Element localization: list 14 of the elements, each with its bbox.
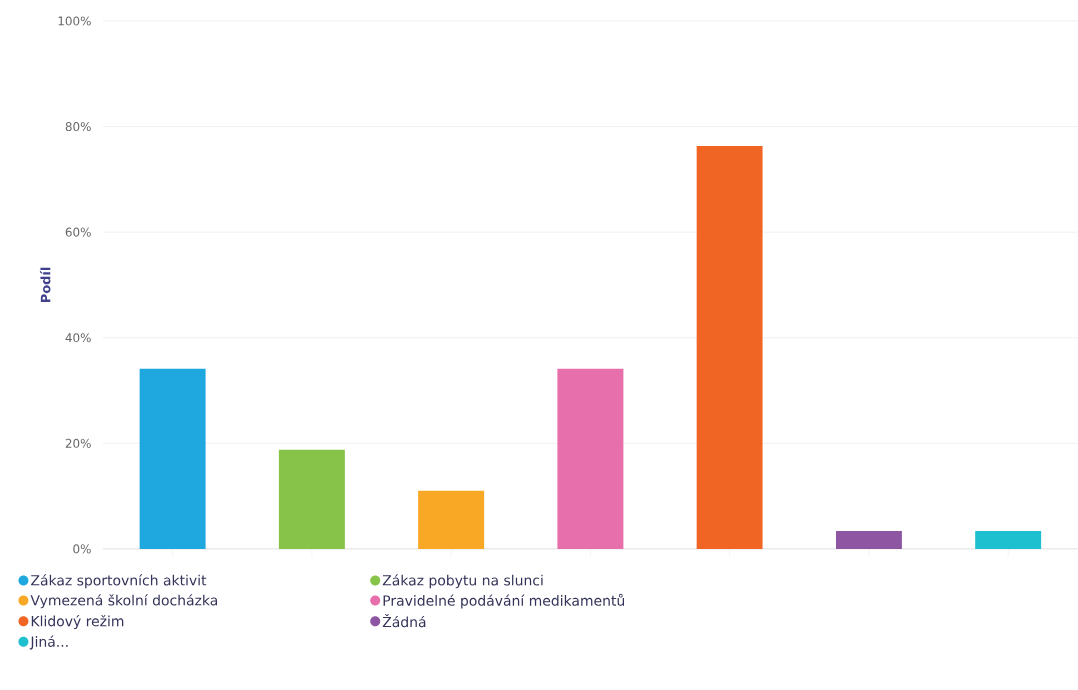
y-tick-label: 0%	[73, 544, 91, 554]
legend-label: Zákaz pobytu na slunci	[382, 574, 543, 589]
legend-label: Klidový režim	[31, 615, 124, 630]
legend-label: Žádná	[382, 614, 426, 628]
y-tick-label: 80%	[65, 122, 91, 132]
y-axis-title: Podíl	[39, 267, 51, 303]
legend-label: Vymezená školní docházka	[30, 594, 218, 609]
y-tick-label: 60%	[65, 227, 91, 237]
y-tick-label: 40%	[65, 333, 91, 343]
y-tick-label: 20%	[65, 438, 91, 448]
y-tick-label: 100%	[58, 16, 91, 26]
legend-label: Jiná...	[29, 635, 68, 650]
legend-label: Zákaz sportovních aktivit	[31, 574, 207, 589]
legend-label: Pravidelné podávání medikamentů	[383, 593, 625, 609]
